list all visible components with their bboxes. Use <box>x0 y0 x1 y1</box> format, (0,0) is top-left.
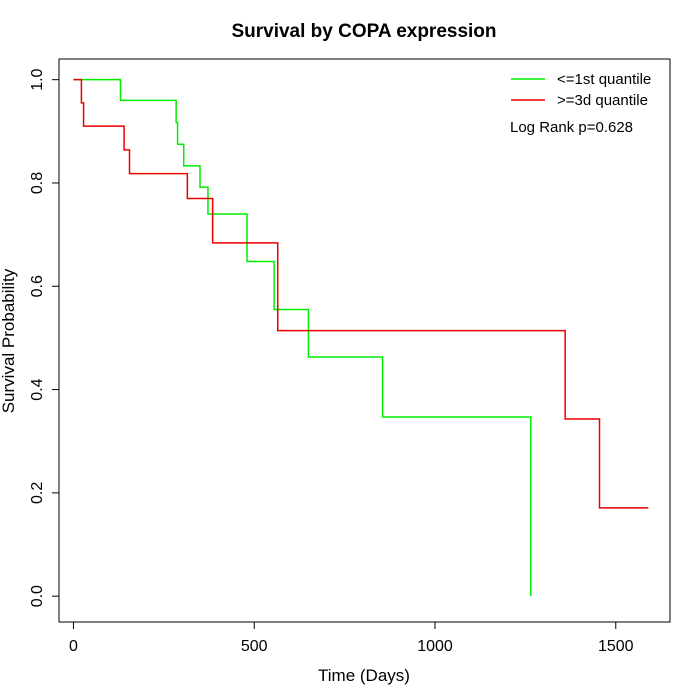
x-tick-label: 0 <box>69 638 78 655</box>
chart-title: Survival by COPA expression <box>231 21 496 42</box>
y-axis-label: Survival Probability <box>0 268 18 413</box>
y-tick-label: 0.6 <box>29 275 46 297</box>
legend: <=1st quantile >=3d quantile <box>511 71 651 109</box>
axis-ticks: 0 500 1000 1500 0.0 0.2 0.4 0.6 0.8 1.0 <box>29 68 634 655</box>
legend-label-0: <=1st quantile <box>557 71 651 88</box>
x-tick-label: 500 <box>241 638 268 655</box>
x-tick-label: 1000 <box>417 638 453 655</box>
x-axis-label: Time (Days) <box>318 666 410 685</box>
y-tick-label: 0.2 <box>29 482 46 504</box>
series-line-0 <box>73 78 532 597</box>
y-tick-label: 0.0 <box>29 585 46 607</box>
series-lines <box>73 78 649 597</box>
plot-frame <box>58 58 671 623</box>
series-line-1 <box>73 78 649 509</box>
x-tick-label: 1500 <box>598 638 634 655</box>
y-tick-label: 1.0 <box>29 68 46 90</box>
log-rank-annotation: Log Rank p=0.628 <box>510 119 633 136</box>
legend-label-1: >=3d quantile <box>557 92 648 109</box>
y-tick-label: 0.8 <box>29 172 46 194</box>
y-tick-label: 0.4 <box>29 378 46 400</box>
